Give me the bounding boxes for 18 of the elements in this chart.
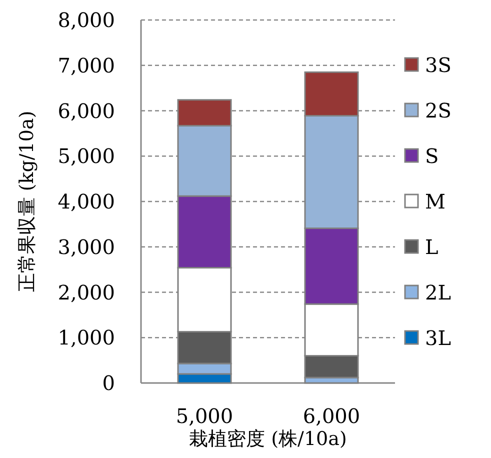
legend-label: L [425, 235, 438, 259]
legend-label: 2L [425, 280, 452, 304]
y-tick-label: 6,000 [58, 98, 115, 123]
y-tick-label: 7,000 [58, 53, 115, 78]
x-axis-title: 栽植密度 (株/10a) [189, 428, 347, 450]
y-tick-label: 1,000 [58, 326, 115, 350]
legend-label: S [425, 144, 439, 168]
y-tick-label: 8,000 [58, 8, 115, 32]
legend-label: 2S [425, 98, 452, 122]
y-axis-title: 正常果収量 (kg/10a) [16, 110, 38, 292]
legend-label: M [425, 190, 446, 214]
y-tick-label: 5,000 [58, 144, 115, 168]
y-tick-label: 2,000 [58, 280, 115, 304]
y-tick-label: 4,000 [58, 190, 115, 214]
y-tick-label: 0 [102, 371, 115, 395]
y-tick-label: 3,000 [58, 234, 115, 259]
legend-label: 3S [425, 53, 452, 77]
legend-label: 3L [425, 326, 452, 350]
